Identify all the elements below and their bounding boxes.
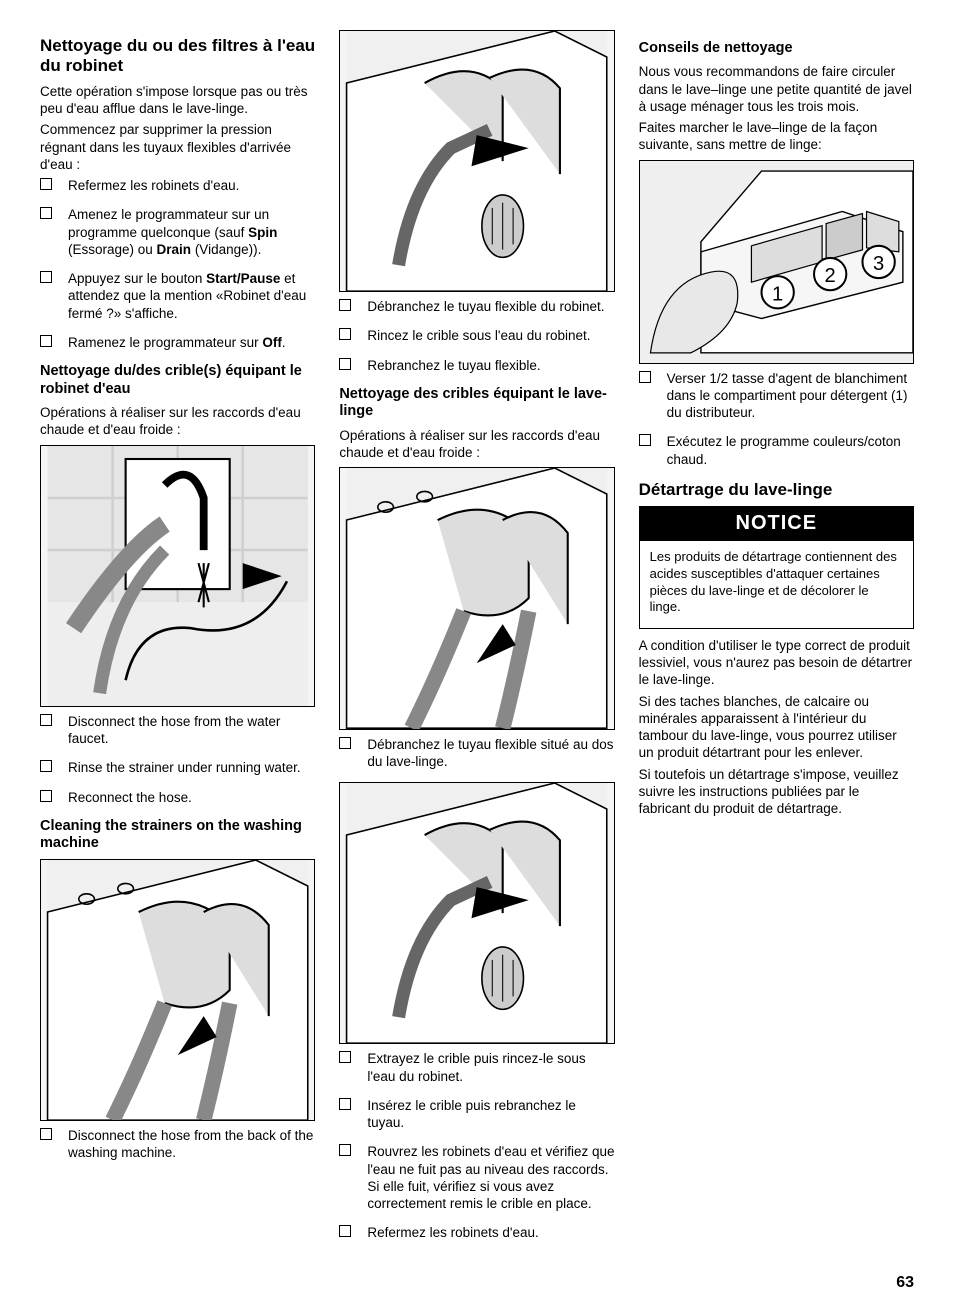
para: Opérations à réaliser sur les raccords d…: [40, 404, 315, 439]
li-text: Disconnect the hose from the water fauce…: [68, 714, 280, 746]
list-item: Insérez le crible puis rebranchez le tuy…: [339, 1097, 614, 1132]
list-item: Verser 1/2 tasse d'agent de blanchiment …: [639, 370, 914, 422]
figure-machine-back-1: [40, 859, 315, 1121]
li-text: Refermez les robinets d'eau.: [367, 1225, 538, 1240]
heading-filter-cleaning: Nettoyage du ou des filtres à l'eau du r…: [40, 36, 315, 77]
li-text: Appuyez sur le bouton Start/Pause et att…: [68, 271, 306, 321]
list-item: Extrayez le crible puis rincez-le sous l…: [339, 1050, 614, 1085]
li-text: Refermez les robinets d'eau.: [68, 178, 239, 193]
callout-1: 1: [772, 283, 783, 305]
checkbox-icon: [639, 434, 651, 446]
checkbox-icon: [339, 328, 351, 340]
li-text: Rinse the strainer under running water.: [68, 760, 301, 775]
list-item: Rouvrez les robinets d'eau et vérifiez q…: [339, 1143, 614, 1212]
checkbox-icon: [339, 1225, 351, 1237]
checklist: Débranchez le tuyau flexible du robinet.…: [339, 298, 614, 374]
checklist: Extrayez le crible puis rincez-le sous l…: [339, 1050, 614, 1241]
li-text: Ramenez le programmateur sur Off.: [68, 335, 286, 350]
figure-machine-back-2: [339, 467, 614, 729]
figure-svg: [41, 860, 314, 1120]
checkbox-icon: [339, 1051, 351, 1063]
checkbox-icon: [40, 335, 52, 347]
checkbox-icon: [339, 1098, 351, 1110]
checkbox-icon: [339, 299, 351, 311]
checklist: Refermez les robinets d'eau. Amenez le p…: [40, 177, 315, 351]
list-item: Débranchez le tuyau flexible du robinet.: [339, 298, 614, 315]
checkbox-icon: [40, 207, 52, 219]
li-text: Amenez le programmateur sur un programme…: [68, 207, 277, 257]
checkbox-icon: [339, 1144, 351, 1156]
figure-svg: [41, 446, 314, 706]
figure-svg: 1 2 3: [640, 161, 913, 363]
notice-para: Les produits de détartrage contiennent d…: [650, 549, 903, 616]
figure-svg: [340, 31, 613, 291]
para: A condition d'utiliser le type correct d…: [639, 637, 914, 689]
li-text: Reconnect the hose.: [68, 790, 192, 805]
list-item: Débranchez le tuyau flexible situé au do…: [339, 736, 614, 771]
heading-detartrage: Détartrage du lave-linge: [639, 480, 914, 500]
callout-2: 2: [824, 265, 835, 287]
li-text: Rebranchez le tuyau flexible.: [367, 358, 540, 373]
figure-strainer-remove-2: [339, 782, 614, 1044]
list-item: Appuyez sur le bouton Start/Pause et att…: [40, 270, 315, 322]
checklist: Verser 1/2 tasse d'agent de blanchiment …: [639, 370, 914, 468]
checkbox-icon: [40, 760, 52, 772]
para: Si des taches blanches, de calcaire ou m…: [639, 693, 914, 762]
checklist: Débranchez le tuyau flexible situé au do…: [339, 736, 614, 771]
heading-conseils: Conseils de nettoyage: [639, 40, 914, 57]
li-text: Extrayez le crible puis rincez-le sous l…: [367, 1051, 585, 1083]
page-content: Nettoyage du ou des filtres à l'eau du r…: [40, 30, 914, 1254]
list-item: Rincez le crible sous l'eau du robinet.: [339, 327, 614, 344]
heading-cribles-lavelinge: Nettoyage des cribles équipant le lave-l…: [339, 386, 614, 421]
figure-faucet-hose: [40, 445, 315, 707]
list-item: Disconnect the hose from the water fauce…: [40, 713, 315, 748]
checkbox-icon: [339, 737, 351, 749]
notice-block: NOTICE Les produits de détartrage contie…: [639, 506, 914, 629]
figure-svg: [340, 468, 613, 728]
list-item: Rebranchez le tuyau flexible.: [339, 357, 614, 374]
para: Cette opération s'impose lorsque pas ou …: [40, 83, 315, 118]
notice-body: Les produits de détartrage contiennent d…: [639, 541, 914, 629]
checklist: Disconnect the hose from the water fauce…: [40, 713, 315, 806]
checkbox-icon: [40, 1128, 52, 1140]
checkbox-icon: [639, 371, 651, 383]
para: Opérations à réaliser sur les raccords d…: [339, 427, 614, 462]
li-text: Rincez le crible sous l'eau du robinet.: [367, 328, 590, 343]
figure-detergent-drawer: 1 2 3: [639, 160, 914, 364]
para: Si toutefois un détartrage s'impose, veu…: [639, 766, 914, 818]
li-text: Rouvrez les robinets d'eau et vérifiez q…: [367, 1144, 614, 1211]
li-text: Insérez le crible puis rebranchez le tuy…: [367, 1098, 576, 1130]
checklist: Disconnect the hose from the back of the…: [40, 1127, 315, 1162]
figure-strainer-remove: [339, 30, 614, 292]
list-item: Rinse the strainer under running water.: [40, 759, 315, 776]
checkbox-icon: [339, 358, 351, 370]
checkbox-icon: [40, 714, 52, 726]
list-item: Refermez les robinets d'eau.: [40, 177, 315, 194]
li-text: Disconnect the hose from the back of the…: [68, 1128, 313, 1160]
checkbox-icon: [40, 178, 52, 190]
list-item: Refermez les robinets d'eau.: [339, 1224, 614, 1241]
li-text: Verser 1/2 tasse d'agent de blanchiment …: [667, 371, 908, 421]
list-item: Exécutez le programme couleurs/coton cha…: [639, 433, 914, 468]
list-item: Amenez le programmateur sur un programme…: [40, 206, 315, 258]
para: Nous vous recommandons de faire circuler…: [639, 63, 914, 115]
list-item: Disconnect the hose from the back of the…: [40, 1127, 315, 1162]
notice-title: NOTICE: [639, 506, 914, 541]
li-text: Débranchez le tuyau flexible du robinet.: [367, 299, 604, 314]
checkbox-icon: [40, 271, 52, 283]
para: Commencez par supprimer la pression régn…: [40, 121, 315, 173]
list-item: Ramenez le programmateur sur Off.: [40, 334, 315, 351]
para: Faites marcher le lave–linge de la façon…: [639, 119, 914, 154]
page-number: 63: [40, 1274, 914, 1292]
checkbox-icon: [40, 790, 52, 802]
heading-strainers-machine: Cleaning the strainers on the washing ma…: [40, 818, 315, 853]
heading-crible-robinet: Nettoyage du/des crible(s) équipant le r…: [40, 363, 315, 398]
li-text: Débranchez le tuyau flexible situé au do…: [367, 737, 613, 769]
list-item: Reconnect the hose.: [40, 789, 315, 806]
li-text: Exécutez le programme couleurs/coton cha…: [667, 434, 901, 466]
figure-svg: [340, 783, 613, 1043]
callout-3: 3: [873, 253, 884, 275]
